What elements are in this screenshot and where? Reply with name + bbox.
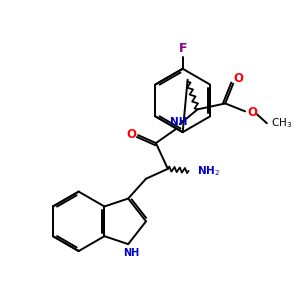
Text: O: O <box>126 128 136 141</box>
Text: NH$_2$: NH$_2$ <box>196 164 220 178</box>
Text: NH: NH <box>170 117 188 127</box>
Text: F: F <box>178 42 187 56</box>
Text: NH: NH <box>123 248 139 258</box>
Text: O: O <box>247 106 257 119</box>
Text: O: O <box>233 72 243 85</box>
Text: CH$_3$: CH$_3$ <box>271 116 292 130</box>
